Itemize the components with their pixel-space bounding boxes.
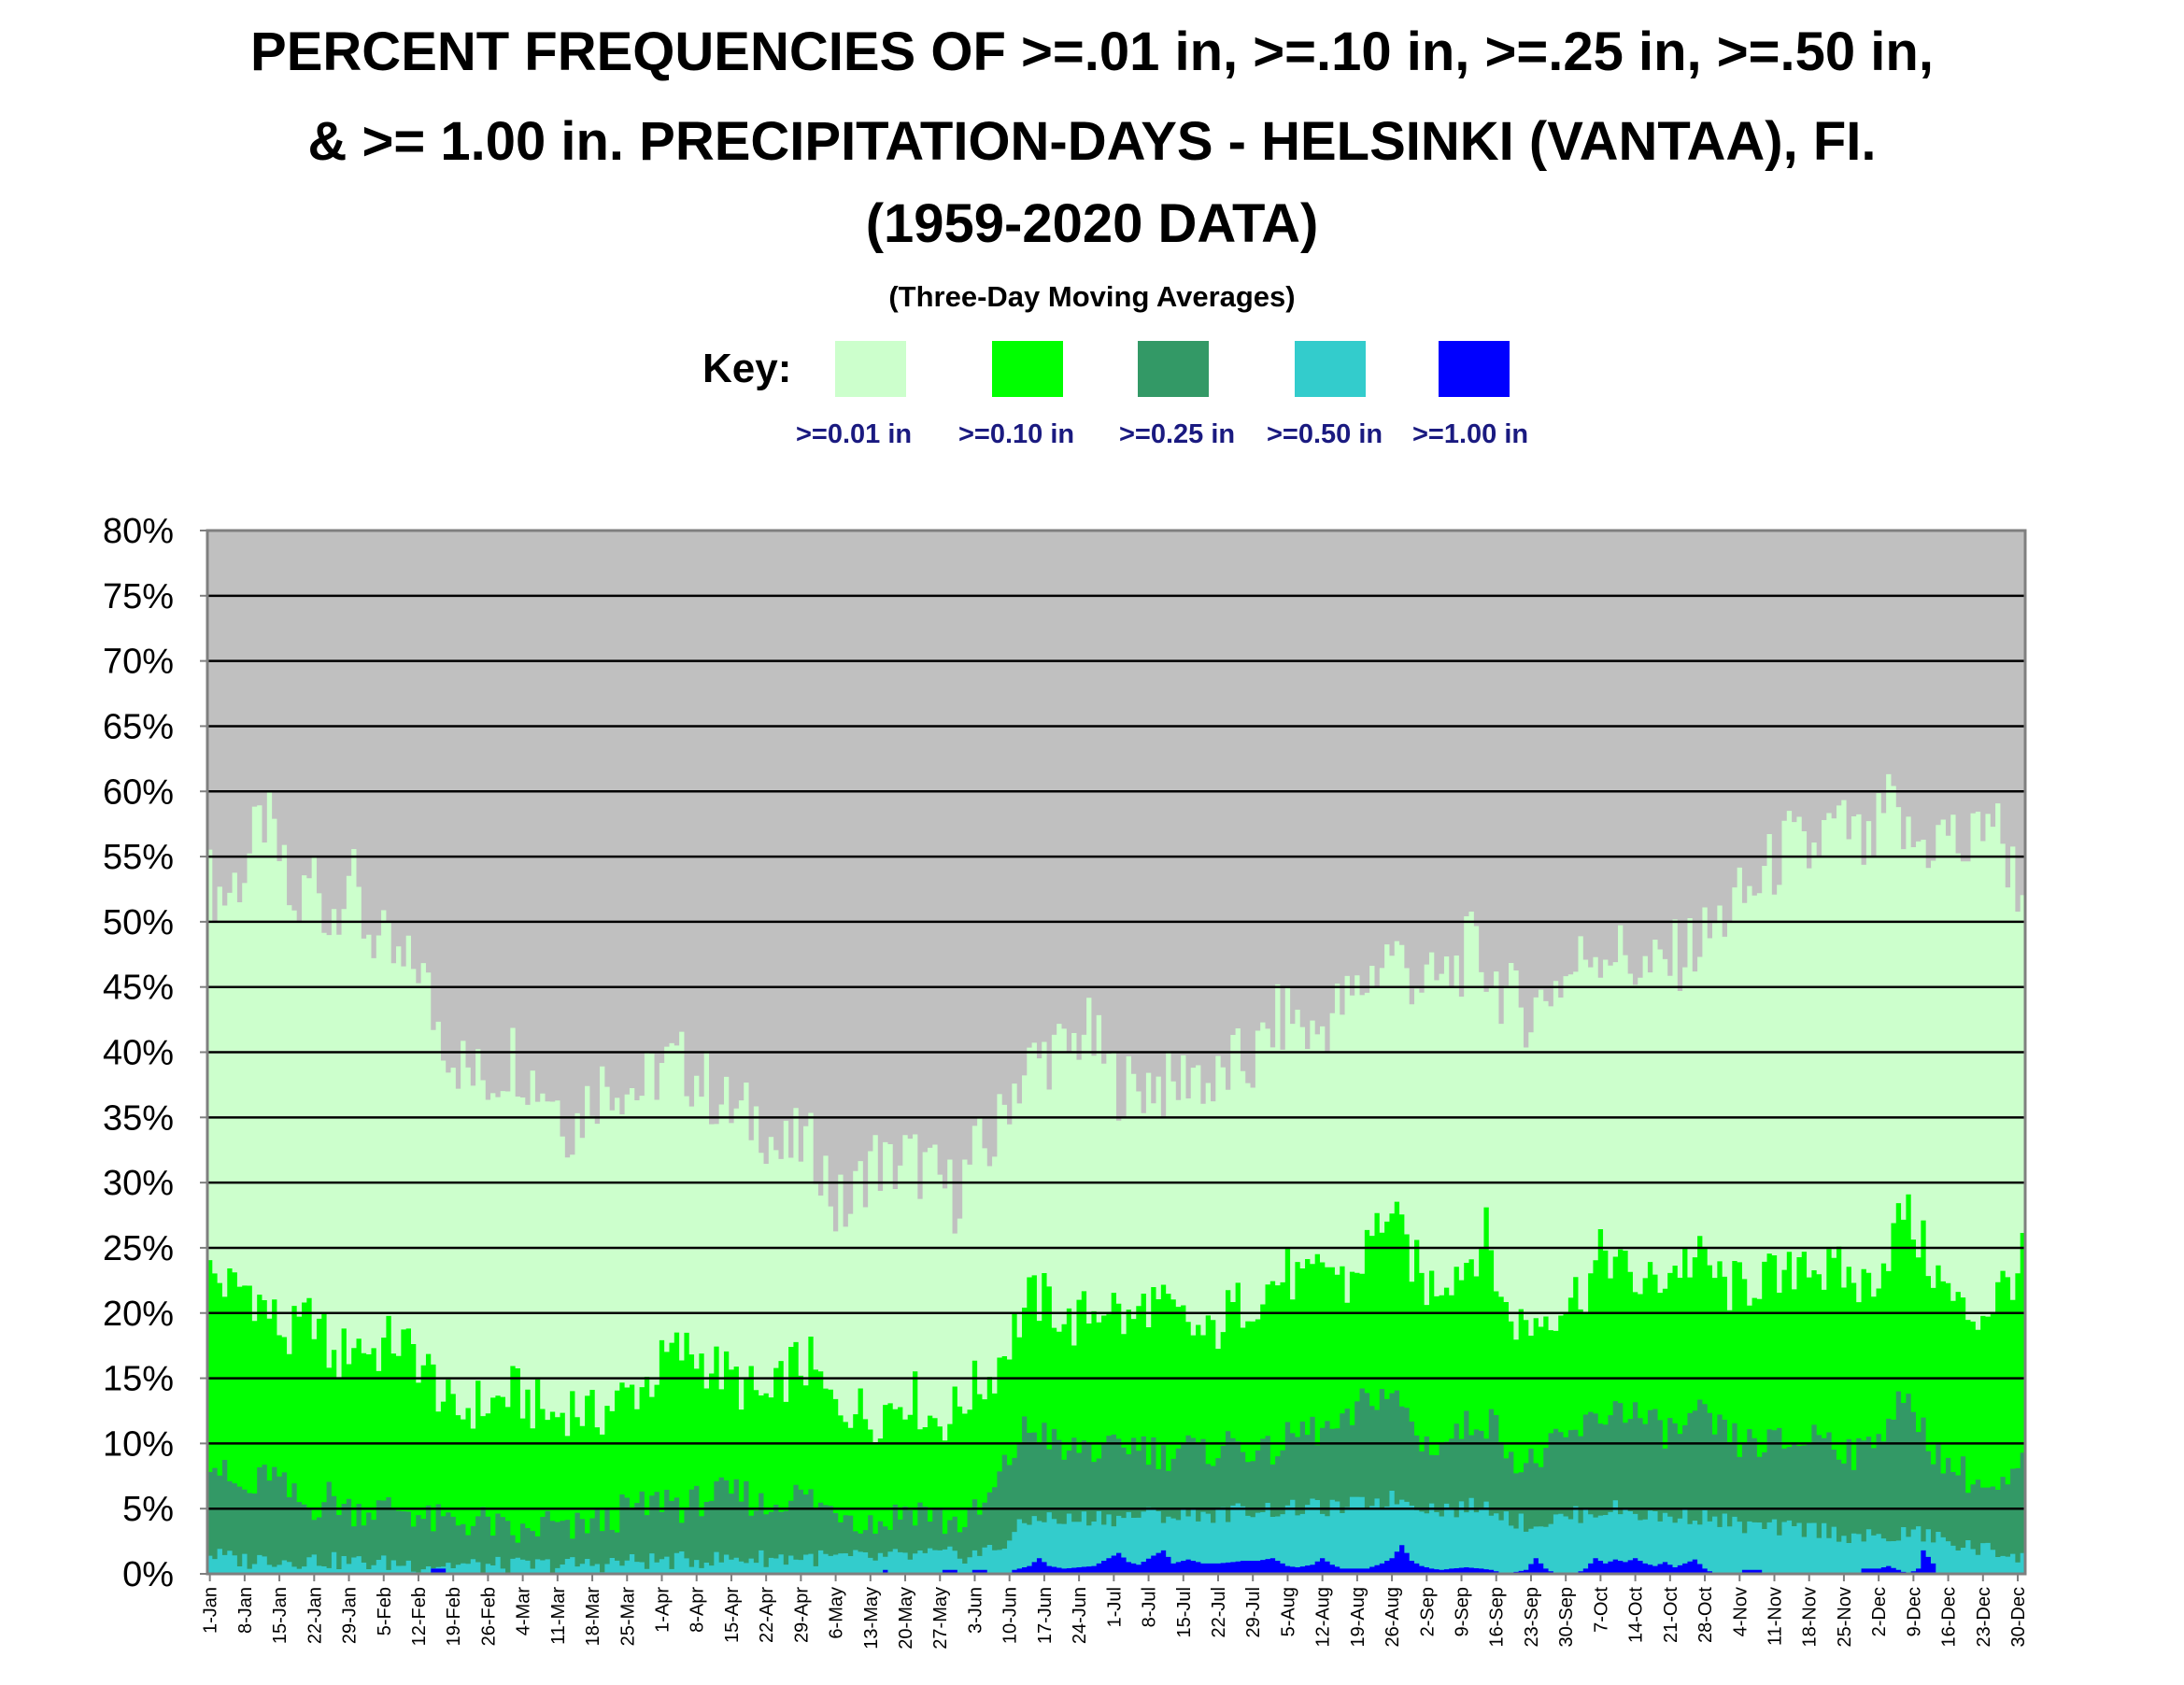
x-tick-label-19-Feb: 19-Feb [444, 1587, 464, 1646]
x-tick-label-18-Nov: 18-Nov [1800, 1587, 1821, 1647]
x-tick-label-22-Jul: 22-Jul [1209, 1587, 1229, 1637]
x-tick-label-21-Oct: 21-Oct [1661, 1587, 1681, 1643]
x-tick-label-22-Jan: 22-Jan [305, 1587, 325, 1644]
series-area-4 [207, 1491, 2025, 1574]
legend-swatch-025 [1138, 341, 1209, 397]
series-area-5 [207, 1545, 2025, 1574]
x-tick-label-15-Jan: 15-Jan [270, 1587, 291, 1644]
legend-swatch-001 [835, 341, 906, 397]
legend-label-100: >=1.00 in [1412, 419, 1529, 449]
legend-label-001: >=0.01 in [796, 419, 913, 449]
x-tick-label-1-Jan: 1-Jan [201, 1587, 221, 1634]
legend-swatch-050 [1295, 341, 1366, 397]
x-tick-label-23-Dec: 23-Dec [1974, 1587, 1994, 1647]
x-tick-label-19-Aug: 19-Aug [1348, 1587, 1369, 1648]
x-tick-label-1-Jul: 1-Jul [1104, 1587, 1125, 1627]
x-tick-label-15-Apr: 15-Apr [722, 1587, 743, 1643]
x-tick-label-8-Jan: 8-Jan [235, 1587, 256, 1634]
y-tick-label-55: 55% [103, 838, 174, 877]
chart-subtitle: (Three-Day Moving Averages) [888, 280, 1296, 313]
x-tick-label-23-Sep: 23-Sep [1522, 1587, 1542, 1648]
x-tick-label-13-May: 13-May [861, 1587, 882, 1650]
x-tick-label-12-Aug: 12-Aug [1313, 1587, 1334, 1648]
x-tick-label-2-Dec: 2-Dec [1869, 1587, 1890, 1636]
legend-label-025: >=0.25 in [1119, 419, 1236, 449]
x-tick-label-8-Jul: 8-Jul [1140, 1587, 1160, 1627]
x-tick-label-29-Jan: 29-Jan [340, 1587, 361, 1644]
x-tick-label-25-Mar: 25-Mar [617, 1587, 638, 1647]
y-tick-label-0: 0% [122, 1555, 174, 1594]
y-tick-label-20: 20% [103, 1295, 174, 1334]
x-tick-label-28-Oct: 28-Oct [1695, 1587, 1716, 1643]
x-tick-label-24-Jun: 24-Jun [1070, 1587, 1090, 1644]
x-tick-label-11-Mar: 11-Mar [548, 1587, 569, 1645]
x-tick-label-27-May: 27-May [930, 1587, 951, 1650]
x-tick-label-30-Dec: 30-Dec [2008, 1587, 2029, 1647]
legend-swatch-010 [992, 341, 1063, 397]
y-tick-label-5: 5% [122, 1490, 174, 1529]
y-tick-label-10: 10% [103, 1424, 174, 1464]
y-tick-label-60: 60% [103, 772, 174, 812]
y-tick-label-25: 25% [103, 1229, 174, 1268]
x-tick-label-22-Apr: 22-Apr [757, 1587, 777, 1643]
x-tick-label-14-Oct: 14-Oct [1626, 1587, 1647, 1643]
x-tick-label-29-Jul: 29-Jul [1243, 1587, 1264, 1637]
y-tick-label-50: 50% [103, 903, 174, 942]
y-tick-label-75: 75% [103, 577, 174, 616]
x-tick-label-5-Aug: 5-Aug [1278, 1587, 1298, 1636]
y-tick-label-80: 80% [103, 512, 174, 551]
x-tick-label-12-Feb: 12-Feb [409, 1587, 430, 1646]
x-tick-label-9-Sep: 9-Sep [1453, 1587, 1473, 1636]
x-tick-label-16-Dec: 16-Dec [1939, 1587, 1960, 1647]
chart-title-line-1: PERCENT FREQUENCIES OF >=.01 in, >=.10 i… [250, 21, 1934, 82]
x-tick-label-2-Sep: 2-Sep [1417, 1587, 1438, 1636]
x-tick-label-4-Mar: 4-Mar [514, 1587, 534, 1636]
chart-title-line-2: & >= 1.00 in. PRECIPITATION-DAYS - HELSI… [307, 111, 1877, 172]
x-tick-label-26-Feb: 26-Feb [478, 1587, 499, 1646]
chart-title-line-3: (1959-2020 DATA) [865, 193, 1319, 254]
y-tick-label-70: 70% [103, 643, 174, 682]
x-tick-label-3-Jun: 3-Jun [966, 1587, 986, 1634]
x-tick-label-7-Oct: 7-Oct [1591, 1587, 1611, 1633]
x-tick-label-4-Nov: 4-Nov [1730, 1587, 1751, 1636]
x-tick-label-30-Sep: 30-Sep [1556, 1587, 1577, 1648]
x-tick-label-16-Sep: 16-Sep [1487, 1587, 1508, 1648]
y-tick-label-35: 35% [103, 1098, 174, 1138]
y-tick-label-40: 40% [103, 1034, 174, 1073]
y-tick-label-15: 15% [103, 1360, 174, 1399]
y-tick-label-30: 30% [103, 1164, 174, 1203]
y-tick-label-65: 65% [103, 707, 174, 746]
x-tick-label-1-Apr: 1-Apr [653, 1587, 674, 1633]
x-tick-label-17-Jun: 17-Jun [1035, 1587, 1056, 1644]
x-tick-label-8-Apr: 8-Apr [688, 1587, 708, 1633]
y-tick-label-45: 45% [103, 969, 174, 1008]
x-tick-label-29-Apr: 29-Apr [791, 1587, 812, 1643]
x-tick-label-15-Jul: 15-Jul [1174, 1587, 1195, 1637]
legend-swatch-100 [1439, 341, 1510, 397]
x-tick-label-5-Feb: 5-Feb [375, 1587, 395, 1635]
x-tick-label-18-Mar: 18-Mar [583, 1587, 603, 1647]
x-tick-label-25-Nov: 25-Nov [1835, 1587, 1855, 1647]
x-tick-label-9-Dec: 9-Dec [1904, 1587, 1924, 1636]
legend-label-010: >=0.10 in [958, 419, 1075, 449]
x-tick-label-11-Nov: 11-Nov [1766, 1587, 1786, 1646]
x-tick-label-20-May: 20-May [896, 1587, 916, 1650]
legend-label-050: >=0.50 in [1267, 419, 1383, 449]
x-tick-label-10-Jun: 10-Jun [1000, 1587, 1021, 1644]
x-tick-label-26-Aug: 26-Aug [1383, 1587, 1403, 1648]
key-label: Key: [702, 346, 792, 391]
x-tick-label-6-May: 6-May [827, 1587, 847, 1639]
